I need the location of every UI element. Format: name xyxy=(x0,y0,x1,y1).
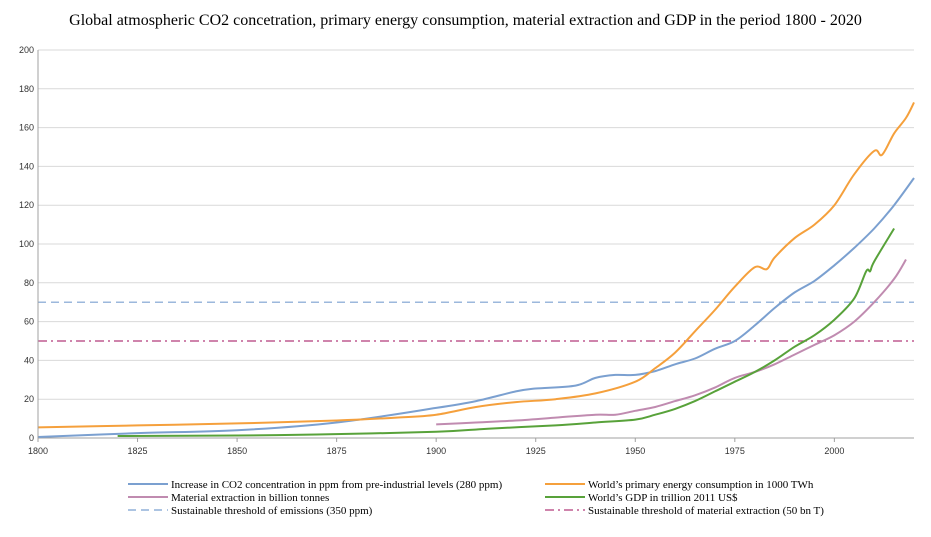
y-tick-label: 120 xyxy=(19,200,34,210)
legend-label-2: Material extraction in billion tonnes xyxy=(171,492,329,504)
y-tick-label: 160 xyxy=(19,123,34,133)
chart-title: Global atmospheric CO2 concetration, pri… xyxy=(69,12,862,29)
y-tick-label: 140 xyxy=(19,161,34,171)
y-tick-label: 20 xyxy=(24,394,34,404)
legend-label-0: Increase in CO2 concentration in ppm fro… xyxy=(171,479,502,491)
legend: Increase in CO2 concentration in ppm fro… xyxy=(128,479,824,517)
x-tick-label: 1950 xyxy=(625,446,645,456)
series-line-3 xyxy=(117,227,895,438)
legend-label-1: World’s primary energy consumption in 10… xyxy=(588,479,814,491)
series-line-0 xyxy=(37,177,915,439)
legend-label-5: Sustainable threshold of material extrac… xyxy=(588,505,824,517)
grid-lines xyxy=(38,49,914,439)
y-tick-label: 40 xyxy=(24,355,34,365)
x-tick-label: 1850 xyxy=(227,446,247,456)
x-tick-label: 1900 xyxy=(426,446,446,456)
x-tick-label: 1925 xyxy=(526,446,546,456)
y-tick-label: 100 xyxy=(19,239,34,249)
x-tick-label: 2000 xyxy=(824,446,844,456)
series-line-1 xyxy=(37,101,915,429)
legend-label-3: World’s GDP in trillion 2011 US$ xyxy=(588,492,738,504)
legend-label-4: Sustainable threshold of emissions (350 … xyxy=(171,505,373,517)
y-tick-label: 0 xyxy=(29,433,34,443)
threshold-lines xyxy=(38,301,914,342)
x-tick-label: 1800 xyxy=(28,446,48,456)
series-lines xyxy=(37,101,915,439)
x-tick-label: 1975 xyxy=(725,446,745,456)
axes: 0 20 40 60 80 100 120 140 160 180 200 1800 1825 1850 1… xyxy=(19,45,844,456)
series-line-2 xyxy=(436,258,907,426)
y-tick-label: 80 xyxy=(24,278,34,288)
x-tick-label: 1825 xyxy=(128,446,148,456)
y-tick-label: 200 xyxy=(19,45,34,55)
y-tick-label: 180 xyxy=(19,84,34,94)
y-tick-label: 60 xyxy=(24,317,34,327)
x-tick-label: 1875 xyxy=(327,446,347,456)
